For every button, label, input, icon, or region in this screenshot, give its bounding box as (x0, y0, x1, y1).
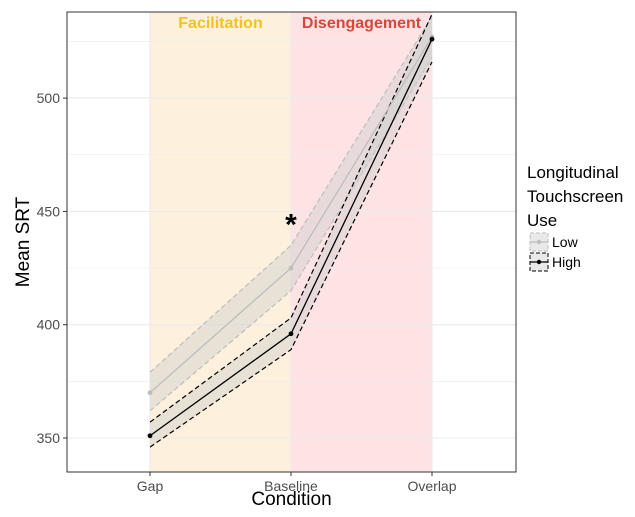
x-tick-label: Gap (137, 478, 164, 494)
band-low (150, 16, 432, 411)
y-tick-label: 400 (37, 317, 61, 333)
x-tick-label: Overlap (407, 478, 456, 494)
axes-layer: 350 400 450 500 Gap Baseline Overlap (37, 90, 457, 494)
region-label-disengagement: Disengagement (302, 15, 422, 32)
band-upper-low (149, 16, 433, 373)
region-label-facilitation: Facilitation (178, 15, 262, 32)
point-high-overlap (429, 36, 435, 42)
significance-marker: * (285, 208, 297, 241)
point-high-gap (147, 433, 153, 439)
legend-title-line: Longitudinal (527, 163, 619, 182)
band-lower-high (149, 61, 433, 448)
legend-label-high: High (552, 254, 581, 270)
point-low-gap (147, 390, 153, 396)
band-lower-low (149, 57, 433, 412)
y-tick-label: 450 (37, 203, 61, 219)
bands-layer (149, 14, 433, 448)
point-low-baseline (288, 265, 294, 271)
legend-title-line: Use (527, 211, 557, 230)
legend-label-low: Low (552, 234, 579, 250)
legend-key-point-high (536, 259, 542, 265)
point-high-baseline (288, 331, 294, 337)
legend-title-line: Touchscreen (527, 187, 623, 206)
points-layer (147, 34, 435, 439)
grid-layer (67, 12, 516, 472)
annotations-layer: * (285, 208, 297, 241)
regions-layer: Facilitation Disengagement (150, 12, 432, 472)
legend-key-point-low (536, 239, 542, 245)
y-tick-label: 500 (37, 90, 61, 106)
x-axis-title: Condition (251, 489, 331, 510)
region-facilitation (150, 12, 291, 472)
x-tick-label: Baseline (264, 478, 318, 494)
band-upper-high (149, 14, 433, 423)
band-high (150, 14, 432, 448)
y-tick-label: 350 (37, 430, 61, 446)
legend: Longitudinal Touchscreen Use Low High (527, 163, 623, 272)
y-axis-title: Mean SRT (13, 196, 34, 287)
